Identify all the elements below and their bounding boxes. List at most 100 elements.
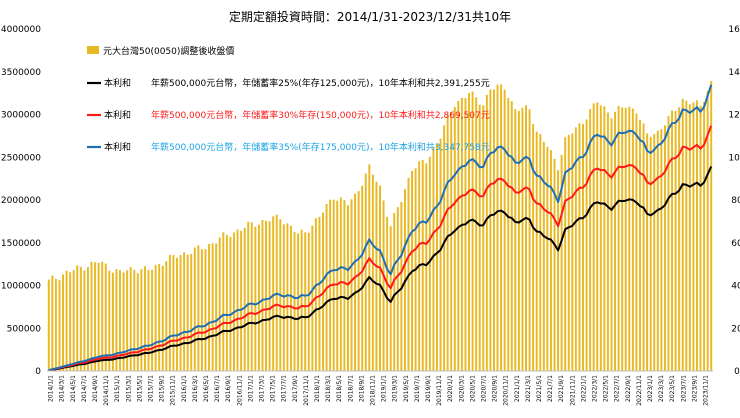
price-bar bbox=[47, 279, 50, 371]
price-bar bbox=[72, 270, 75, 371]
price-bar bbox=[571, 133, 574, 371]
price-bar bbox=[475, 97, 478, 371]
price-bar bbox=[699, 105, 702, 371]
y-left-tick-label: 1000000 bbox=[1, 282, 41, 292]
legend-note: 年薪500,000元台幣，年儲蓄率35%(年存175,000元)，10年本利和共… bbox=[151, 141, 490, 153]
price-bar bbox=[514, 109, 517, 371]
legend-label: 本利和 bbox=[104, 77, 131, 89]
price-bar bbox=[446, 114, 449, 371]
y-right-tick-label: 120 bbox=[728, 111, 740, 121]
y-right-tick-label: 40 bbox=[731, 282, 740, 292]
price-bar bbox=[678, 107, 681, 371]
price-bar bbox=[62, 274, 65, 371]
x-tick-label: 2019/11/1 bbox=[436, 375, 443, 406]
price-bar bbox=[232, 232, 235, 371]
price-bar bbox=[496, 84, 499, 371]
price-bar bbox=[161, 265, 164, 371]
price-bar bbox=[635, 113, 638, 371]
x-tick-label: 2020/5/1 bbox=[469, 375, 476, 402]
price-bar bbox=[464, 98, 467, 371]
price-bar bbox=[482, 105, 485, 371]
x-tick-label: 2020/1/1 bbox=[447, 375, 454, 402]
price-bar bbox=[674, 110, 677, 371]
price-bar bbox=[272, 216, 275, 371]
x-tick-label: 2019/9/1 bbox=[425, 375, 432, 402]
price-bar bbox=[610, 118, 613, 371]
price-bar bbox=[549, 150, 552, 371]
price-bar bbox=[528, 109, 531, 372]
x-tick-label: 2020/7/1 bbox=[480, 375, 487, 402]
price-bar bbox=[692, 102, 695, 372]
x-tick-label: 2020/9/1 bbox=[492, 375, 499, 402]
price-bar bbox=[133, 269, 136, 371]
price-bar bbox=[183, 252, 186, 371]
x-tick-label: 2016/1/1 bbox=[181, 375, 188, 402]
price-bar bbox=[457, 100, 460, 371]
price-bar bbox=[671, 110, 674, 372]
price-bar bbox=[236, 229, 239, 371]
price-bar bbox=[215, 243, 218, 371]
price-bar bbox=[660, 129, 663, 371]
price-bar bbox=[229, 236, 232, 371]
price-bar bbox=[165, 261, 168, 371]
price-bar bbox=[639, 119, 641, 371]
price-bar bbox=[535, 131, 538, 371]
price-bar bbox=[286, 223, 289, 371]
price-bar bbox=[453, 106, 456, 371]
price-bar bbox=[379, 185, 381, 371]
price-bar bbox=[542, 141, 545, 371]
price-bar bbox=[111, 272, 114, 371]
price-bar bbox=[243, 227, 246, 371]
price-bar bbox=[510, 101, 513, 371]
price-bar bbox=[240, 230, 243, 371]
price-bar bbox=[122, 272, 125, 371]
price-bar bbox=[432, 147, 435, 371]
price-bar bbox=[261, 220, 264, 371]
price-bar bbox=[389, 226, 392, 371]
price-bar bbox=[339, 197, 342, 371]
price-bar bbox=[225, 234, 228, 371]
price-bar bbox=[94, 262, 97, 371]
price-bar bbox=[557, 170, 560, 371]
legend-label: 本利和 bbox=[104, 141, 131, 153]
price-bar bbox=[578, 123, 581, 371]
price-bar bbox=[596, 102, 599, 372]
y-right-tick-label: 160 bbox=[728, 25, 740, 35]
price-bar bbox=[599, 105, 602, 372]
chart-title: 定期定額投資時間：2014/1/31-2023/12/31共10年 bbox=[229, 9, 511, 24]
x-tick-label: 2023/9/1 bbox=[691, 375, 698, 402]
price-bar bbox=[186, 254, 189, 371]
price-bar bbox=[393, 212, 396, 371]
x-tick-label: 2016/9/1 bbox=[225, 375, 232, 402]
price-bar bbox=[193, 247, 196, 371]
price-bar bbox=[172, 255, 175, 371]
price-bar bbox=[521, 107, 524, 372]
y-left-tick-label: 3000000 bbox=[1, 111, 41, 121]
price-bar bbox=[346, 205, 349, 371]
x-tick-label: 2014/3/1 bbox=[59, 375, 66, 402]
price-bar bbox=[129, 267, 132, 371]
x-tick-label: 2023/11/1 bbox=[702, 375, 709, 406]
x-tick-label: 2021/11/1 bbox=[569, 375, 576, 406]
x-tick-label: 2017/1/1 bbox=[247, 375, 254, 402]
price-bar bbox=[546, 146, 549, 371]
price-bar bbox=[211, 243, 214, 371]
price-bar bbox=[101, 261, 104, 371]
y-right-tick-label: 20 bbox=[731, 324, 740, 334]
x-tick-label: 2018/1/1 bbox=[314, 375, 321, 402]
price-bar bbox=[685, 100, 688, 371]
x-tick-label: 2023/1/1 bbox=[647, 375, 654, 402]
price-bars bbox=[47, 81, 713, 372]
x-tick-label: 2014/1/1 bbox=[48, 375, 55, 402]
price-bar bbox=[143, 266, 146, 371]
x-tick-label: 2019/3/1 bbox=[392, 375, 399, 402]
legend-note: 年薪500,000元台幣，年儲蓄率25%(年存125,000元)，10年本利和共… bbox=[151, 77, 490, 89]
price-bar bbox=[168, 254, 171, 371]
price-bar bbox=[300, 229, 303, 371]
x-tick-label: 2015/7/1 bbox=[147, 375, 154, 402]
price-bar bbox=[517, 110, 520, 372]
price-bar bbox=[382, 200, 385, 371]
y-left-tick-label: 3500000 bbox=[1, 68, 41, 78]
x-tick-label: 2018/7/1 bbox=[347, 375, 354, 402]
